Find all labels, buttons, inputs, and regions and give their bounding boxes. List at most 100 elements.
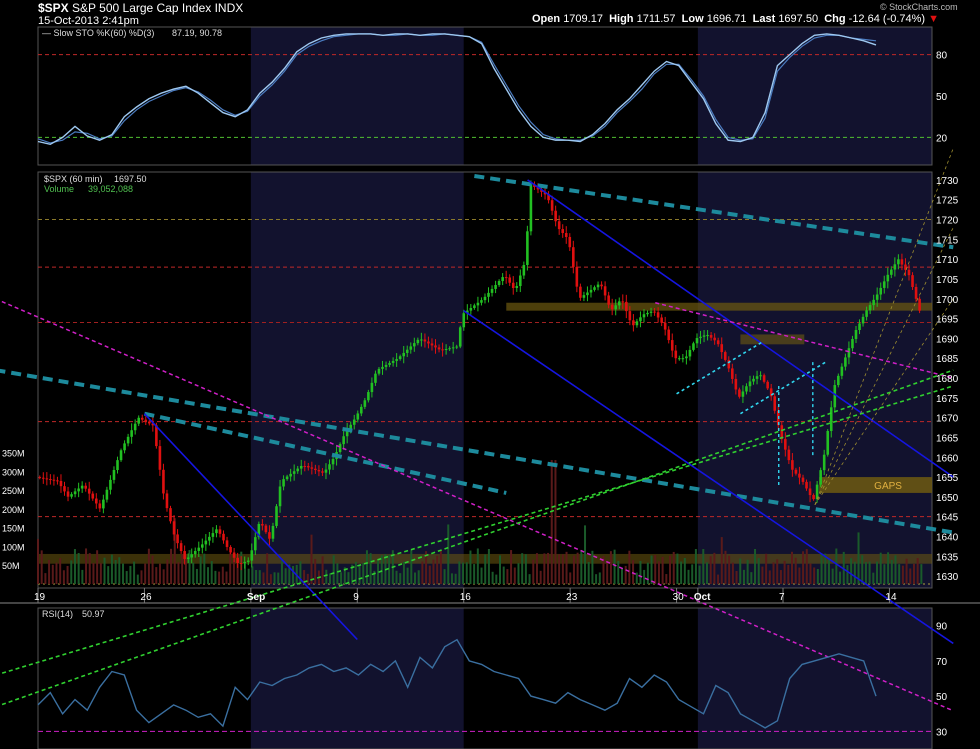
volume-bar	[476, 548, 479, 584]
volume-bar	[336, 563, 339, 584]
candle	[211, 533, 215, 537]
volume-bar	[879, 552, 882, 584]
volume-bar	[861, 555, 864, 584]
candle	[229, 546, 232, 553]
candle	[321, 471, 324, 473]
volume-bar	[133, 561, 136, 584]
volume-bar	[399, 573, 402, 584]
candle	[52, 479, 56, 481]
candle	[257, 523, 261, 538]
candle	[759, 375, 762, 377]
candle	[176, 534, 179, 544]
volume-bar	[284, 568, 287, 584]
candle	[550, 200, 554, 211]
volume-bar	[236, 563, 239, 584]
fan-line-0	[814, 227, 954, 505]
candle	[808, 488, 812, 496]
candle	[547, 194, 550, 201]
candle	[787, 449, 791, 461]
candle	[745, 386, 748, 392]
volume-bar	[269, 574, 272, 584]
candle	[381, 366, 384, 369]
candle	[667, 329, 671, 341]
candle	[133, 423, 137, 431]
volume-bar	[417, 570, 420, 584]
volume-bar	[798, 567, 801, 584]
candle	[246, 560, 250, 562]
candle	[225, 540, 229, 547]
candle	[458, 327, 462, 347]
candle	[197, 547, 201, 551]
candle	[663, 322, 667, 330]
chart-title: $SPX S&P 500 Large Cap Index INDX	[38, 1, 243, 15]
price-tick-15: 1705	[936, 275, 959, 286]
watermark: © StockCharts.com	[880, 2, 958, 12]
candle	[918, 298, 921, 311]
rsi-tick-2: 70	[936, 657, 948, 668]
volume-bar	[299, 561, 302, 584]
candle	[254, 537, 257, 551]
candle	[727, 359, 731, 369]
volume-bar	[746, 559, 749, 584]
candle	[540, 189, 543, 192]
volume-bar	[110, 554, 113, 584]
candle	[303, 465, 307, 467]
candle	[621, 301, 625, 303]
candle	[900, 259, 904, 265]
candle	[42, 477, 45, 479]
price-tick-18: 1720	[936, 216, 959, 227]
candle	[688, 349, 692, 357]
volume-bar	[402, 561, 405, 584]
low-label: Low	[681, 13, 704, 25]
candle	[819, 470, 822, 485]
price-tick-8: 1670	[936, 414, 959, 425]
volume-bar	[73, 549, 76, 584]
price-tick-9: 1675	[936, 394, 959, 405]
candle	[868, 305, 872, 311]
candle	[63, 486, 66, 492]
volume-bar	[639, 561, 642, 584]
candle	[264, 525, 268, 533]
price-tick-1: 1635	[936, 552, 959, 563]
volume-bar	[669, 555, 672, 584]
volume-bar	[170, 548, 173, 584]
candle	[158, 446, 162, 470]
candle	[798, 473, 801, 478]
volume-bar	[813, 567, 816, 584]
candle	[723, 352, 727, 360]
candle	[285, 476, 289, 480]
candle	[879, 287, 883, 295]
candle	[780, 425, 784, 440]
volume-bar	[273, 572, 276, 584]
volume-bar	[155, 567, 158, 584]
sto-tick-0: 20	[936, 133, 948, 144]
volume-bar	[591, 550, 594, 584]
price-tick-13: 1695	[936, 315, 959, 326]
trendline-green-9	[0, 385, 954, 675]
volume-bar	[772, 562, 775, 584]
trendline-teal-2	[144, 411, 507, 495]
candle	[748, 381, 752, 387]
candle	[384, 364, 388, 367]
volume-bar	[221, 566, 224, 584]
trendline-cyan-11	[740, 361, 826, 415]
sto-k-line	[37, 33, 877, 146]
trendline-blue-4	[463, 310, 954, 645]
trendline-teal-1	[0, 368, 954, 535]
x-tick-6: 30	[673, 592, 685, 603]
candle	[504, 277, 508, 279]
candle	[239, 563, 243, 565]
candle	[543, 191, 547, 195]
candle	[363, 400, 367, 407]
x-tick-8: 7	[779, 592, 785, 603]
volume-bar	[802, 551, 805, 584]
candle	[261, 523, 264, 526]
volume-bar	[425, 551, 428, 584]
volume-bar	[765, 553, 768, 584]
candle	[268, 532, 271, 539]
month-band-0-1	[250, 172, 464, 588]
candle	[367, 392, 370, 401]
volume-bar	[794, 557, 797, 584]
volume-bar	[717, 574, 720, 584]
candle	[589, 289, 593, 293]
